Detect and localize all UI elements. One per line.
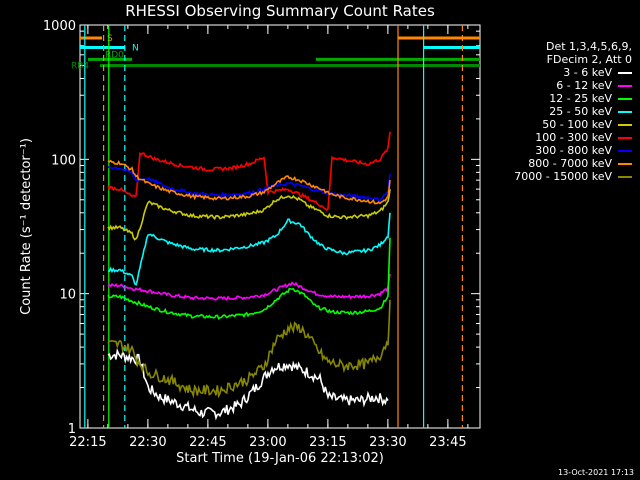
y-tick-label: 1 bbox=[68, 422, 76, 437]
y-axis-label: Count Rate (s⁻¹ detector⁻¹) bbox=[19, 138, 34, 315]
legend-entry: 800 - 7000 keV bbox=[514, 157, 632, 170]
series-line bbox=[107, 237, 391, 321]
tick-labels: 1 10 100 1000 22:15 22:30 22:45 23:00 23:15 23:30… bbox=[43, 19, 467, 450]
axes-frame bbox=[79, 24, 481, 429]
series-line bbox=[107, 188, 391, 241]
legend-entry-label: 12 - 25 keV bbox=[549, 92, 612, 105]
flag-label: RB4 bbox=[71, 61, 89, 71]
legend-entry-label: 800 - 7000 keV bbox=[528, 157, 612, 170]
x-tick-label: 23:15 bbox=[309, 435, 346, 450]
flag-label: RD0 bbox=[105, 50, 124, 60]
x-tick-label: 23:45 bbox=[429, 435, 466, 450]
legend-entry: 50 - 100 keV bbox=[514, 118, 632, 131]
legend-swatch bbox=[618, 123, 632, 126]
legend-entry: 100 - 300 keV bbox=[514, 131, 632, 144]
legend-swatch bbox=[618, 149, 632, 152]
legend-swatch bbox=[618, 136, 632, 139]
series-line bbox=[107, 273, 391, 301]
x-tick-label: 23:00 bbox=[249, 435, 286, 450]
y-tick-label: 10 bbox=[59, 288, 76, 303]
legend-swatch bbox=[618, 97, 632, 100]
series-line bbox=[107, 212, 391, 287]
flag-bars: S N RD0 RB4 bbox=[71, 34, 480, 71]
legend-entry: 3 - 6 keV bbox=[514, 66, 632, 79]
flag-label: N bbox=[132, 43, 139, 53]
legend-header-line-2: FDecim 2, Att 0 bbox=[546, 53, 632, 66]
legend-entry-label: 300 - 800 keV bbox=[535, 144, 612, 157]
x-tick-label: 23:30 bbox=[369, 435, 406, 450]
series-line bbox=[107, 131, 391, 211]
legend-swatch bbox=[618, 84, 632, 87]
legend-entry: 300 - 800 keV bbox=[514, 144, 632, 157]
x-tick-label: 22:45 bbox=[189, 435, 226, 450]
y-tick-label: 1000 bbox=[43, 19, 76, 34]
legend-entry: 6 - 12 keV bbox=[514, 79, 632, 92]
series-line bbox=[107, 347, 389, 421]
legend-entry-label: 7000 - 15000 keV bbox=[514, 170, 612, 183]
legend-header-line-1: Det 1,3,4,5,6,9, bbox=[545, 40, 632, 53]
legend-entry: 7000 - 15000 keV bbox=[514, 170, 632, 183]
legend-swatch bbox=[618, 71, 632, 74]
legend-swatch bbox=[618, 162, 632, 165]
x-tick-label: 22:15 bbox=[69, 435, 106, 450]
legend-entry: 25 - 50 keV bbox=[514, 105, 632, 118]
series-line bbox=[107, 166, 391, 203]
timestamp: 13-Oct-2021 17:13 bbox=[558, 468, 634, 477]
legend-entry-label: 25 - 50 keV bbox=[549, 105, 612, 118]
plot-frame bbox=[79, 24, 481, 429]
legend-entry-label: 100 - 300 keV bbox=[535, 131, 612, 144]
series-line bbox=[107, 299, 391, 399]
x-axis-label: Start Time (19-Jan-06 22:13:02) bbox=[176, 451, 384, 466]
legend-entry-label: 3 - 6 keV bbox=[563, 66, 612, 79]
legend: Det 1,3,4,5,6,9, FDecim 2, Att 0 3 - 6 k… bbox=[514, 40, 632, 183]
y-tick-label: 100 bbox=[51, 153, 76, 168]
series-lines bbox=[107, 131, 391, 421]
legend-entries: 3 - 6 keV 6 - 12 keV 12 - 25 keV 25 - 50 ke… bbox=[514, 66, 632, 183]
flag-label: S bbox=[107, 34, 113, 44]
legend-swatch bbox=[618, 110, 632, 113]
legend-entry-label: 6 - 12 keV bbox=[556, 79, 612, 92]
legend-entry-label: 50 - 100 keV bbox=[542, 118, 612, 131]
legend-entry: 12 - 25 keV bbox=[514, 92, 632, 105]
legend-swatch bbox=[618, 175, 632, 178]
series-line bbox=[107, 159, 391, 205]
chart-title: RHESSI Observing Summary Count Rates bbox=[125, 2, 435, 20]
x-tick-label: 22:30 bbox=[129, 435, 166, 450]
